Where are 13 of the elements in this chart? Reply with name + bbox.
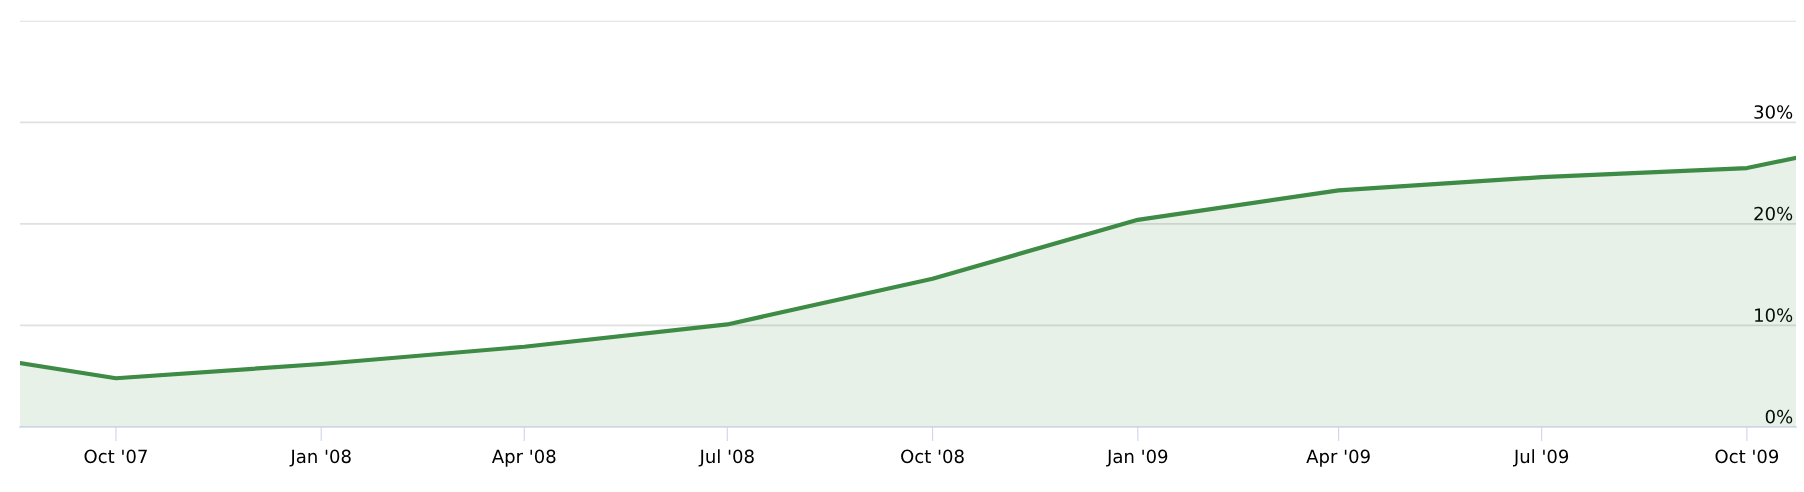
x-tick-label: Jul '08	[698, 449, 754, 467]
y-tick-label: 30%	[1754, 105, 1793, 119]
y-tick-label: 0%	[1765, 409, 1793, 424]
x-tick-label: Oct '07	[84, 449, 147, 464]
y-tick-label: 20%	[1754, 206, 1793, 221]
y-tick-label: 10%	[1755, 308, 1793, 322]
x-tick-label: Apr '08	[491, 449, 556, 467]
x-tick-label: Apr '09	[1306, 449, 1370, 467]
x-tick-label: Jan '09	[1106, 449, 1168, 467]
x-tick-label: Oct '09	[1715, 449, 1779, 464]
x-tick-label: Oct '08	[901, 449, 964, 464]
x-tick-label: Jul '09	[1512, 449, 1569, 467]
x-tick-label: Jan '08	[289, 449, 351, 467]
